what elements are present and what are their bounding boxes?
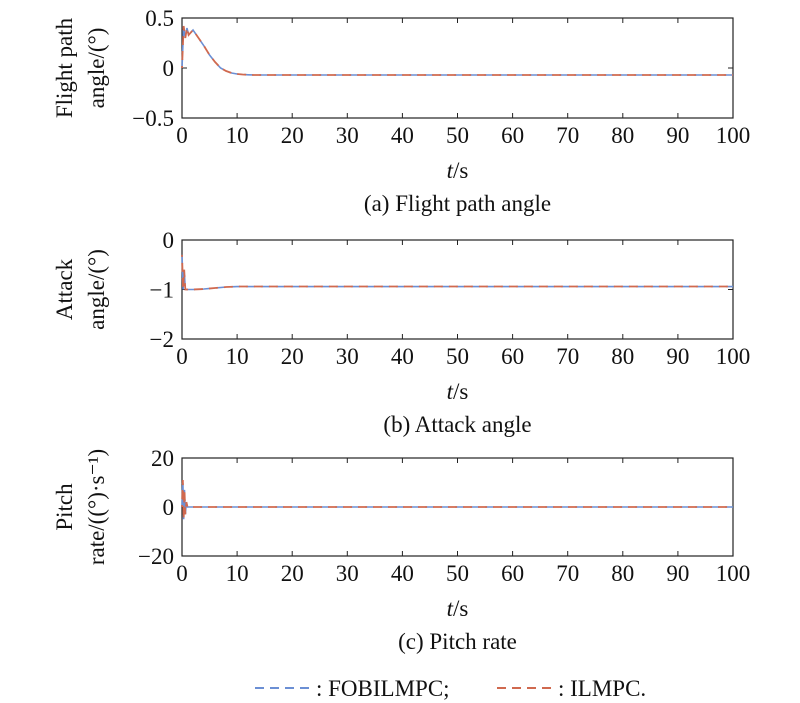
y-axis-label-line: rate/((°)·s⁻¹) (84, 449, 109, 565)
x-tick-label: 60 (501, 561, 524, 586)
x-tick-label: 20 (281, 344, 304, 369)
x-tick-label: 40 (391, 123, 414, 148)
y-tick-label: 20 (151, 446, 174, 471)
panel-1: 0 10 20 30 40 50 60 70 80 90 100 0 −1 −2 Attack angle/(… (52, 228, 750, 437)
x-tick-label: 50 (446, 561, 469, 586)
x-tick-label: 50 (446, 344, 469, 369)
x-tick-label: 0 (176, 344, 188, 369)
y-axis-label-line: Attack (52, 258, 77, 320)
y-tick-label: 0 (163, 228, 175, 253)
x-tick-label: 10 (226, 123, 249, 148)
y-tick-label: −20 (138, 544, 174, 569)
y-tick-label: 0.5 (145, 6, 174, 31)
x-axis-label: t/s (447, 379, 469, 404)
x-tick-label: 10 (226, 561, 249, 586)
y-tick-label: 0 (163, 56, 175, 81)
panel-caption: (c) Pitch rate (398, 629, 517, 654)
y-axis-label-line: angle/(°) (84, 249, 109, 330)
x-tick-label: 10 (226, 344, 249, 369)
series-line-ilmpc (181, 25, 733, 76)
x-tick-label: 0 (176, 123, 188, 148)
x-tick-label: 90 (666, 344, 689, 369)
x-tick-label: 30 (336, 561, 359, 586)
legend: : FOBILMPC; : ILMPC. (255, 676, 646, 701)
series-line-fobilmpc (181, 254, 733, 291)
x-tick-label: 100 (716, 123, 751, 148)
panel-caption: (b) Attack angle (383, 412, 531, 437)
series-line-ilmpc (181, 480, 733, 520)
x-tick-label: 100 (716, 561, 751, 586)
legend-label-fobilmpc: : FOBILMPC; (316, 676, 450, 701)
y-axis-label-line: Flight path (52, 17, 77, 118)
x-tick-label: 40 (391, 561, 414, 586)
x-tick-label: 70 (556, 344, 579, 369)
y-tick-label: −1 (150, 278, 174, 303)
x-tick-label: 90 (666, 561, 689, 586)
x-tick-label: 30 (336, 123, 359, 148)
x-tick-label: 70 (556, 123, 579, 148)
x-tick-label: 0 (176, 561, 188, 586)
y-axis-label-line: Pitch (52, 483, 77, 531)
x-tick-label: 30 (336, 344, 359, 369)
x-tick-label: 20 (281, 561, 304, 586)
panel-caption: (a) Flight path angle (364, 191, 551, 216)
series-line-ilmpc (181, 254, 733, 291)
legend-label-ilmpc: : ILMPC. (558, 676, 646, 701)
plot-frame (181, 17, 734, 119)
x-tick-label: 80 (611, 123, 634, 148)
series-line-fobilmpc (181, 480, 733, 520)
y-axis-label-line: angle/(°) (84, 28, 109, 109)
series-line-fobilmpc (181, 25, 733, 76)
plot-frame (181, 239, 734, 340)
x-tick-label: 70 (556, 561, 579, 586)
x-tick-label: 40 (391, 344, 414, 369)
x-tick-label: 90 (666, 123, 689, 148)
x-tick-label: 60 (501, 123, 524, 148)
y-tick-label: −2 (150, 327, 174, 352)
x-axis-label: t/s (447, 158, 469, 183)
x-tick-label: 100 (716, 344, 751, 369)
x-tick-label: 80 (611, 344, 634, 369)
x-tick-label: 80 (611, 561, 634, 586)
x-tick-label: 20 (281, 123, 304, 148)
x-tick-label: 50 (446, 123, 469, 148)
x-tick-label: 60 (501, 344, 524, 369)
y-tick-label: 0 (163, 495, 175, 520)
y-tick-label: −0.5 (132, 106, 174, 131)
x-axis-label: t/s (447, 596, 469, 621)
